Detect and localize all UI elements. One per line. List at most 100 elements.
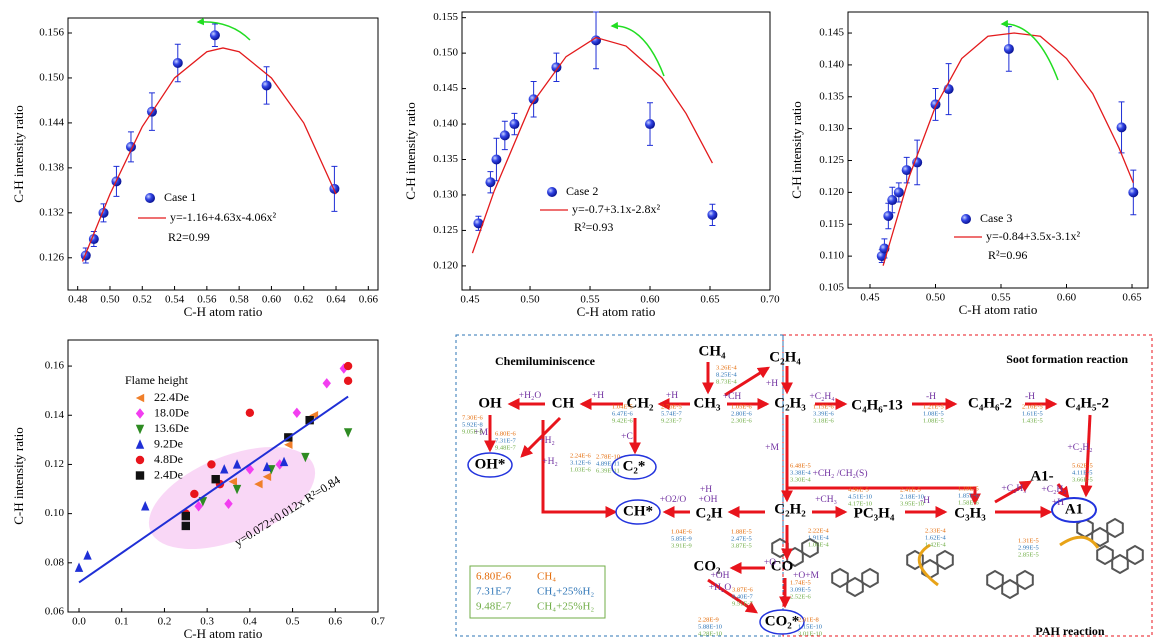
y-tick-label: 0.145 bbox=[819, 27, 844, 39]
x-tick-label: 0.6 bbox=[328, 616, 342, 628]
rate-value: 4.89E-11 bbox=[596, 460, 620, 467]
page: 0.480.500.520.540.560.580.600.620.640.66… bbox=[0, 0, 1156, 638]
rate-value: 9.51E-7 bbox=[732, 600, 754, 607]
x-tick-label: 0.60 bbox=[1057, 292, 1077, 304]
rate-value: 2.41E-5 bbox=[900, 486, 921, 493]
x-tick-label: 0.50 bbox=[100, 294, 120, 306]
rate-value: 3.95E-10 bbox=[900, 500, 924, 507]
rate-value: 9.05E-8 bbox=[462, 428, 483, 435]
point bbox=[344, 362, 352, 370]
rate-value: 1.15E-6 bbox=[813, 403, 835, 410]
reaction-label: +H bbox=[592, 391, 604, 401]
rate-value: 1.03E-6 bbox=[570, 466, 592, 473]
species: A1- bbox=[1030, 468, 1053, 484]
rate-value: 1.08E-5 bbox=[923, 417, 944, 424]
species: OH bbox=[478, 395, 502, 411]
y-tick-label: 0.155 bbox=[433, 11, 458, 23]
rate-value: 1.08E-5 bbox=[923, 410, 944, 417]
rate-value: 8.73E-4 bbox=[716, 378, 738, 385]
y-tick-label: 0.12 bbox=[45, 458, 64, 470]
species: C₂H₃ bbox=[774, 395, 806, 411]
rate-value: 2.76E-5 bbox=[661, 403, 682, 410]
rate-value: 6.39E-11 bbox=[596, 467, 620, 474]
y-tick-label: 0.110 bbox=[820, 250, 845, 262]
rate-value: 6.80E-6 bbox=[495, 430, 517, 437]
reaction-label: +OH bbox=[710, 571, 729, 581]
point bbox=[136, 394, 144, 402]
point bbox=[485, 177, 495, 187]
annotation: R²=0.96 bbox=[988, 248, 1027, 262]
rate-value: 2.30E-6 bbox=[731, 417, 753, 424]
point bbox=[509, 119, 519, 129]
molecule-ring bbox=[832, 569, 848, 587]
y-tick-label: 0.130 bbox=[433, 189, 458, 201]
reaction-label: +OH bbox=[698, 495, 717, 505]
x-tick-label: 0.66 bbox=[359, 294, 379, 306]
molecule-ring bbox=[1107, 519, 1123, 537]
rate-value: 1.04E-5 bbox=[612, 403, 633, 410]
y-tick-label: 0.140 bbox=[433, 118, 458, 130]
point bbox=[1004, 44, 1014, 54]
rate-value: 3.18E-6 bbox=[813, 417, 835, 424]
rate-value: 2.85E-5 bbox=[1018, 551, 1039, 558]
legend-label: Case 1 bbox=[164, 190, 196, 204]
legend-rate: 7.31E-7 bbox=[476, 586, 512, 598]
y-tick-label: 0.10 bbox=[45, 507, 65, 519]
legend-label: 2.4De bbox=[154, 467, 183, 481]
point bbox=[182, 522, 190, 530]
reaction-label: -H bbox=[1025, 392, 1035, 402]
y-tick-label: 0.120 bbox=[819, 186, 844, 198]
chart: 0.480.500.520.540.560.580.600.620.640.66… bbox=[11, 18, 378, 319]
rate-value: 2.22E-4 bbox=[808, 527, 830, 534]
y-axis-title: C-H intensity ratio bbox=[789, 101, 804, 199]
y-tick-label: 0.132 bbox=[39, 206, 64, 218]
rate-value: 8.25E-4 bbox=[716, 371, 738, 378]
reaction-label: +C bbox=[621, 432, 633, 442]
x-axis-title: C-H atom ratio bbox=[577, 304, 656, 319]
species: C₂H₂ bbox=[774, 501, 806, 517]
reaction-label: +C₂H₂ bbox=[1067, 443, 1092, 453]
legend-case: CH₄+25%H₂ bbox=[537, 586, 594, 598]
rate-value: 3.87E-6 bbox=[732, 586, 754, 593]
species: CH₄ bbox=[699, 343, 727, 359]
x-tick-label: 0.52 bbox=[133, 294, 152, 306]
species: C₃H₃ bbox=[954, 505, 986, 521]
point bbox=[293, 408, 301, 418]
x-tick-label: 0.70 bbox=[760, 294, 780, 306]
rate-value: 4.11E-5 bbox=[1072, 469, 1093, 476]
point bbox=[141, 501, 149, 510]
x-tick-label: 0.54 bbox=[165, 294, 185, 306]
x-tick-label: 0.65 bbox=[700, 294, 720, 306]
reaction-label: +H₂ bbox=[539, 436, 555, 446]
point bbox=[329, 184, 339, 194]
x-tick-label: 0.48 bbox=[68, 294, 88, 306]
reaction-label: +M bbox=[765, 443, 779, 453]
x-tick-label: 0.50 bbox=[926, 292, 946, 304]
rate-value: 3.39E-6 bbox=[813, 410, 835, 417]
x-tick-label: 0.60 bbox=[262, 294, 282, 306]
rate-value: 3.87E-5 bbox=[731, 542, 752, 549]
x-tick-label: 0.45 bbox=[460, 294, 480, 306]
molecule-ring bbox=[1112, 555, 1128, 573]
rate-value: 3.66E-5 bbox=[1072, 476, 1093, 483]
trend-arrow bbox=[198, 22, 250, 40]
reaction-label: +CH₃ bbox=[815, 495, 837, 505]
plot-frame bbox=[848, 12, 1148, 288]
y-tick-label: 0.140 bbox=[819, 58, 844, 70]
reaction-label: +CH₂ /CH₂(S) bbox=[812, 468, 867, 479]
y-tick-label: 0.130 bbox=[819, 122, 844, 134]
point bbox=[323, 378, 331, 388]
rate-value: 3.30E-4 bbox=[790, 476, 812, 483]
point bbox=[182, 512, 190, 520]
rate-value: 9.48E-7 bbox=[495, 444, 517, 451]
rate-value: 3.38E-4 bbox=[790, 469, 812, 476]
y-tick-label: 0.08 bbox=[45, 556, 65, 568]
rate-value: 2.33E-4 bbox=[925, 527, 947, 534]
point bbox=[344, 377, 352, 385]
species: C₄H₅-2 bbox=[1065, 395, 1109, 411]
y-tick-label: 0.125 bbox=[819, 154, 844, 166]
molecule-ring bbox=[987, 571, 1003, 589]
y-tick-label: 0.150 bbox=[433, 47, 458, 59]
species: C₄H₆-2 bbox=[968, 395, 1012, 411]
